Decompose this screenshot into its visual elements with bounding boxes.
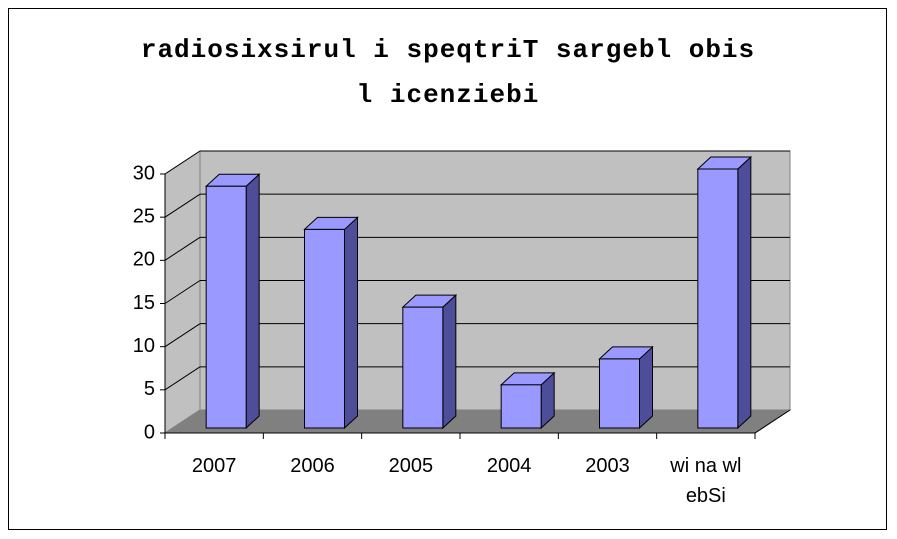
chart-frame (8, 8, 887, 530)
y-tick-label: 0 (144, 421, 155, 443)
bar-side (344, 216, 358, 430)
x-tick-label: 2004 (486, 455, 532, 477)
bar (402, 306, 444, 429)
x-tick-label: 2003 (585, 455, 630, 477)
bar-side (245, 173, 260, 430)
grid-line-side (164, 236, 201, 261)
x-axis-depth (754, 409, 791, 434)
bar-side (737, 155, 752, 430)
grid-line-side (164, 366, 201, 391)
x-tick-label: 2006 (290, 455, 335, 477)
x-tick-label: wi na wl ebSi (670, 455, 742, 507)
y-tick-label: 10 (133, 335, 155, 357)
y-tick-label: 5 (144, 378, 155, 400)
y-tick-label: 15 (133, 292, 155, 314)
bar-side (639, 345, 653, 430)
grid-line-side (164, 323, 201, 348)
y-tick-label: 20 (133, 249, 155, 271)
y-tick-label: 25 (133, 205, 155, 227)
grid-line-side (164, 150, 201, 175)
grid-line-side (164, 193, 201, 218)
bar (205, 185, 247, 429)
bar (697, 168, 739, 429)
y-tick-label: 30 (133, 162, 155, 184)
grid-line-side (164, 280, 201, 304)
bar (500, 384, 542, 429)
bar-side (442, 293, 457, 430)
chart-title: radiosixsirul i speqtriT sargebl obis l … (140, 35, 756, 110)
bar (599, 358, 640, 429)
bar (304, 228, 345, 429)
x-tick-label: 2007 (191, 455, 237, 477)
x-tick-label: 2005 (388, 455, 434, 477)
